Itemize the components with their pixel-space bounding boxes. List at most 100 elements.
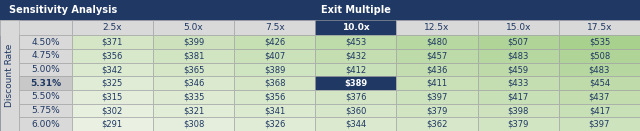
Bar	[316, 104, 396, 117]
Bar	[19, 49, 72, 63]
Bar	[234, 104, 316, 117]
Bar	[72, 117, 153, 131]
Bar	[234, 49, 316, 63]
Text: $417: $417	[589, 106, 610, 115]
Bar	[19, 104, 72, 117]
Text: $398: $398	[508, 106, 529, 115]
Bar	[477, 35, 559, 49]
Bar	[72, 49, 153, 63]
Text: $399: $399	[183, 38, 204, 47]
Text: $308: $308	[183, 120, 204, 129]
Text: $360: $360	[345, 106, 367, 115]
Bar	[559, 117, 640, 131]
Bar	[0, 0, 640, 20]
Bar	[396, 90, 477, 104]
Bar	[559, 63, 640, 76]
Text: $412: $412	[345, 65, 367, 74]
Text: Discount Rate: Discount Rate	[5, 44, 14, 107]
Bar	[0, 20, 19, 131]
Bar	[19, 90, 72, 104]
Text: $325: $325	[102, 79, 123, 88]
Text: $407: $407	[264, 51, 285, 60]
Bar	[234, 90, 316, 104]
Bar	[72, 63, 153, 76]
Bar	[153, 35, 234, 49]
Bar	[396, 117, 477, 131]
Bar	[153, 117, 234, 131]
Bar	[477, 117, 559, 131]
Bar	[316, 117, 396, 131]
Bar	[234, 117, 316, 131]
Bar	[316, 49, 396, 63]
Text: 15.0x: 15.0x	[506, 23, 531, 32]
Bar	[19, 35, 72, 49]
Bar	[19, 117, 72, 131]
Text: $344: $344	[345, 120, 367, 129]
Text: $480: $480	[426, 38, 447, 47]
Text: 4.50%: 4.50%	[31, 38, 60, 47]
Text: $346: $346	[183, 79, 204, 88]
Text: $362: $362	[426, 120, 448, 129]
Text: $371: $371	[102, 38, 123, 47]
Text: $507: $507	[508, 38, 529, 47]
Bar	[153, 20, 234, 35]
Bar	[153, 76, 234, 90]
Bar	[153, 49, 234, 63]
Bar	[153, 63, 234, 76]
Bar	[72, 35, 153, 49]
Bar	[559, 76, 640, 90]
Bar	[234, 76, 316, 90]
Bar	[396, 76, 477, 90]
Text: 5.75%: 5.75%	[31, 106, 60, 115]
Text: 7.5x: 7.5x	[265, 23, 285, 32]
Text: $291: $291	[102, 120, 123, 129]
Text: 2.5x: 2.5x	[102, 23, 122, 32]
Text: Sensitivity Analysis: Sensitivity Analysis	[9, 5, 117, 15]
Bar	[72, 104, 153, 117]
Bar	[396, 49, 477, 63]
Text: $356: $356	[264, 92, 285, 101]
Text: $321: $321	[183, 106, 204, 115]
Text: $381: $381	[183, 51, 204, 60]
Bar	[234, 20, 316, 35]
Bar	[559, 49, 640, 63]
Bar	[559, 90, 640, 104]
Text: $302: $302	[102, 106, 123, 115]
Text: $457: $457	[426, 51, 447, 60]
Text: $433: $433	[508, 79, 529, 88]
Bar	[396, 20, 477, 35]
Bar	[559, 35, 640, 49]
Text: Exit Multiple: Exit Multiple	[321, 5, 391, 15]
Text: 10.0x: 10.0x	[342, 23, 370, 32]
Bar	[396, 63, 477, 76]
Bar	[19, 76, 72, 90]
Bar	[477, 104, 559, 117]
Bar	[559, 20, 640, 35]
Text: 12.5x: 12.5x	[424, 23, 450, 32]
Text: $432: $432	[345, 51, 367, 60]
Bar	[234, 35, 316, 49]
Text: 17.5x: 17.5x	[587, 23, 612, 32]
Text: $397: $397	[589, 120, 610, 129]
Text: $454: $454	[589, 79, 610, 88]
Text: $397: $397	[426, 92, 448, 101]
Text: $365: $365	[183, 65, 204, 74]
Text: $356: $356	[102, 51, 123, 60]
Bar	[396, 104, 477, 117]
Bar	[316, 90, 396, 104]
Text: $376: $376	[345, 92, 367, 101]
Bar	[316, 76, 396, 90]
Text: $379: $379	[508, 120, 529, 129]
Text: $368: $368	[264, 79, 285, 88]
Bar	[396, 35, 477, 49]
Text: $389: $389	[264, 65, 285, 74]
Bar	[477, 90, 559, 104]
Text: 6.00%: 6.00%	[31, 120, 60, 129]
Text: $459: $459	[508, 65, 529, 74]
Bar	[477, 76, 559, 90]
Text: $426: $426	[264, 38, 285, 47]
Text: $483: $483	[508, 51, 529, 60]
Text: $389: $389	[344, 79, 367, 88]
Bar	[153, 104, 234, 117]
Text: $436: $436	[426, 65, 448, 74]
